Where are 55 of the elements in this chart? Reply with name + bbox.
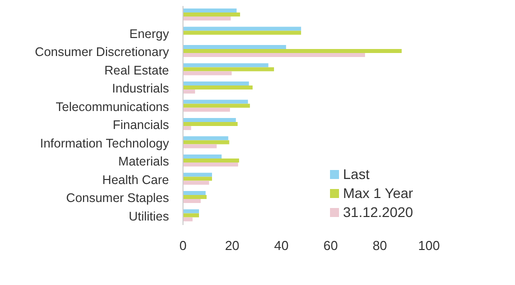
y-tick-label: Materials: [118, 154, 169, 169]
x-tick-label: 100: [418, 238, 440, 254]
bar: [183, 30, 302, 35]
bar: [183, 199, 201, 204]
bar: [183, 180, 210, 185]
bar: [183, 126, 192, 130]
bar: [183, 100, 248, 104]
y-tick-label: Financials: [112, 118, 169, 132]
bar: [183, 172, 212, 177]
bar: [183, 213, 199, 218]
bar: [183, 49, 402, 54]
y-tick-label: Consumer Discretionary: [34, 45, 170, 60]
x-tick-label: 20: [224, 238, 240, 254]
bar: [183, 45, 286, 50]
x-tick-label: 80: [372, 238, 388, 254]
legend-label: Last: [343, 165, 370, 184]
bar: [183, 12, 240, 17]
bar: [183, 108, 230, 112]
bar: [183, 191, 206, 196]
y-tick-label: Health Care: [102, 172, 170, 187]
y-tick-label: Information Technology: [40, 136, 170, 150]
bar: [183, 86, 253, 90]
x-tick-label: 60: [323, 238, 338, 254]
legend-label: 31.12.2020: [343, 203, 414, 222]
bar: [183, 176, 212, 181]
y-tick-label: Energy: [129, 26, 170, 41]
bar: [183, 122, 238, 126]
bar: [183, 195, 207, 200]
y-tick-label: Utilities: [128, 209, 169, 224]
bar: [183, 217, 193, 222]
y-tick-label: Consumer Staples: [66, 191, 169, 206]
x-tick-label: 40: [274, 238, 289, 254]
bar: [183, 154, 222, 159]
bar: [183, 82, 249, 86]
y-tick-label: Real Estate: [104, 63, 170, 78]
bar: [183, 162, 238, 167]
bar: [183, 118, 236, 122]
legend-label: Max 1 Year: [343, 184, 414, 203]
y-tick-label: Industrials: [112, 82, 169, 96]
bar: [183, 16, 231, 21]
bar: [183, 140, 230, 144]
bar: [183, 71, 232, 76]
bar: [183, 26, 302, 31]
x-tick-label: 0: [179, 238, 187, 254]
bar: [183, 8, 237, 13]
bar: [183, 144, 217, 148]
bar: [183, 63, 268, 68]
bar: [183, 209, 199, 214]
y-tick-label: Telecommunications: [56, 100, 169, 114]
bar: [183, 136, 228, 140]
bar: [183, 90, 196, 94]
bar: [183, 67, 274, 72]
bar: [183, 104, 250, 108]
bar: [183, 53, 366, 58]
bar: [183, 158, 240, 163]
